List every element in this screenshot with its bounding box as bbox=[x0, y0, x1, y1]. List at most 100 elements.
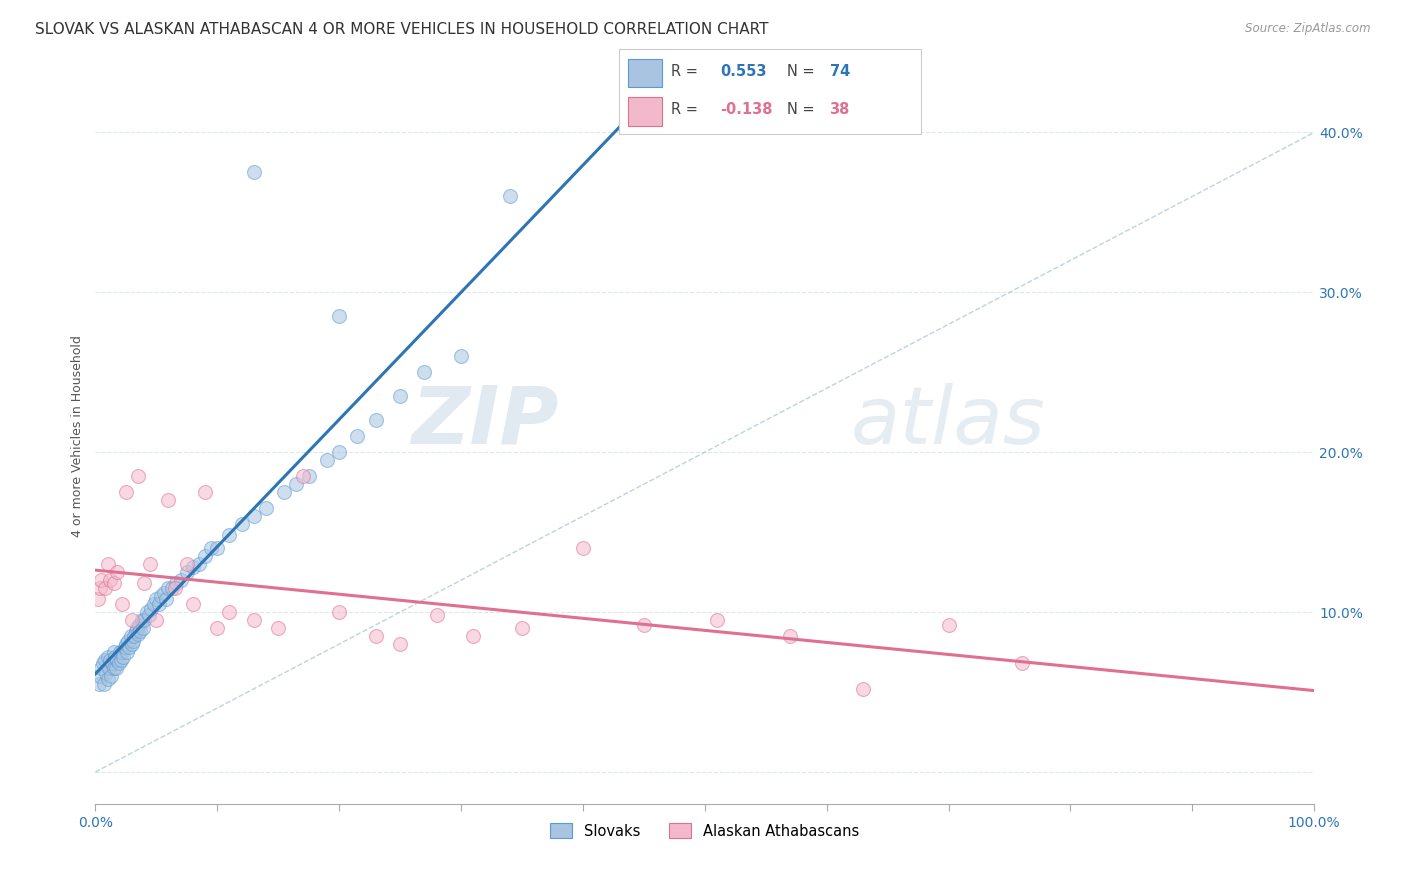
Text: R =: R = bbox=[671, 103, 702, 117]
Text: 0.553: 0.553 bbox=[720, 64, 766, 78]
Text: 38: 38 bbox=[830, 103, 849, 117]
Point bbox=[135, 605, 157, 619]
Point bbox=[103, 576, 125, 591]
Point bbox=[148, 597, 170, 611]
Point bbox=[450, 349, 472, 363]
Point bbox=[118, 640, 141, 655]
Point bbox=[194, 485, 217, 500]
Point bbox=[121, 637, 143, 651]
Point bbox=[138, 608, 160, 623]
Point bbox=[291, 469, 314, 483]
Point bbox=[100, 669, 122, 683]
Point bbox=[96, 673, 118, 687]
Point bbox=[152, 586, 174, 600]
Point bbox=[98, 653, 121, 667]
Point bbox=[112, 649, 135, 664]
Point bbox=[115, 645, 138, 659]
Text: atlas: atlas bbox=[851, 383, 1046, 460]
Point bbox=[103, 645, 125, 659]
Point bbox=[181, 597, 204, 611]
Point bbox=[111, 645, 134, 659]
Point bbox=[160, 581, 183, 595]
Text: N =: N = bbox=[787, 64, 820, 78]
Point bbox=[938, 618, 960, 632]
Point bbox=[98, 573, 121, 587]
Point bbox=[101, 657, 124, 671]
Point bbox=[389, 389, 412, 403]
Point bbox=[298, 469, 321, 483]
Point bbox=[90, 573, 112, 587]
Point bbox=[328, 445, 350, 459]
Point bbox=[145, 613, 167, 627]
Text: Source: ZipAtlas.com: Source: ZipAtlas.com bbox=[1246, 22, 1371, 36]
Point bbox=[413, 365, 436, 379]
Point bbox=[150, 589, 173, 603]
Point bbox=[316, 453, 339, 467]
Point bbox=[124, 629, 146, 643]
Point bbox=[94, 653, 117, 667]
Point bbox=[285, 477, 308, 491]
Point bbox=[254, 501, 277, 516]
Point bbox=[132, 621, 155, 635]
Point bbox=[87, 677, 110, 691]
Point bbox=[165, 576, 187, 591]
Point bbox=[176, 565, 198, 579]
Point bbox=[125, 621, 148, 635]
Point bbox=[105, 661, 128, 675]
Text: SLOVAK VS ALASKAN ATHABASCAN 4 OR MORE VEHICLES IN HOUSEHOLD CORRELATION CHART: SLOVAK VS ALASKAN ATHABASCAN 4 OR MORE V… bbox=[35, 22, 769, 37]
Point bbox=[87, 592, 110, 607]
Point bbox=[267, 621, 290, 635]
Point bbox=[127, 627, 149, 641]
Point bbox=[129, 624, 152, 639]
Point bbox=[633, 618, 655, 632]
Point bbox=[114, 640, 136, 655]
Point bbox=[218, 528, 240, 542]
Y-axis label: 4 or more Vehicles in Household: 4 or more Vehicles in Household bbox=[72, 335, 84, 537]
Point bbox=[779, 629, 801, 643]
Point bbox=[157, 493, 180, 508]
Point bbox=[93, 677, 115, 691]
Point bbox=[122, 633, 145, 648]
Point bbox=[96, 649, 118, 664]
Text: 74: 74 bbox=[830, 64, 849, 78]
Point bbox=[163, 581, 186, 595]
Point bbox=[389, 637, 412, 651]
Point bbox=[181, 560, 204, 574]
Point bbox=[97, 661, 120, 675]
Point bbox=[243, 613, 266, 627]
Text: ZIP: ZIP bbox=[411, 383, 558, 460]
Point bbox=[89, 669, 111, 683]
Point bbox=[124, 624, 146, 639]
Point bbox=[108, 645, 131, 659]
Point bbox=[169, 573, 191, 587]
Point bbox=[94, 581, 117, 595]
Point bbox=[157, 581, 180, 595]
Point bbox=[105, 565, 128, 579]
Text: -0.138: -0.138 bbox=[720, 103, 772, 117]
Point bbox=[207, 621, 229, 635]
Point bbox=[96, 557, 118, 571]
Text: N =: N = bbox=[787, 103, 820, 117]
Point bbox=[273, 485, 295, 500]
Point bbox=[231, 517, 253, 532]
Point bbox=[96, 665, 118, 680]
Point bbox=[90, 661, 112, 675]
Point bbox=[139, 557, 162, 571]
Point bbox=[127, 469, 149, 483]
Point bbox=[176, 557, 198, 571]
Point bbox=[91, 657, 114, 671]
Point bbox=[346, 429, 368, 443]
Point bbox=[121, 613, 143, 627]
Point bbox=[328, 605, 350, 619]
Point bbox=[89, 581, 111, 595]
Point bbox=[128, 618, 150, 632]
Point bbox=[364, 413, 387, 427]
Point bbox=[155, 592, 177, 607]
Point bbox=[572, 541, 595, 556]
Point bbox=[141, 602, 163, 616]
Point bbox=[114, 637, 136, 651]
Point bbox=[120, 629, 142, 643]
Point bbox=[499, 189, 522, 203]
Point bbox=[328, 310, 350, 324]
Point bbox=[131, 613, 153, 627]
